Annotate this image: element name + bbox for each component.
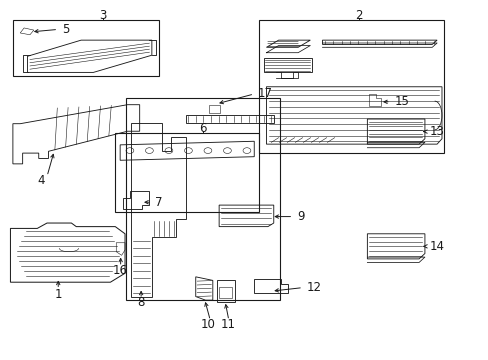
Text: 8: 8 <box>137 296 144 309</box>
Text: 7: 7 <box>155 196 162 209</box>
Bar <box>115 134 259 212</box>
Bar <box>126 98 280 300</box>
Text: 9: 9 <box>297 210 304 223</box>
Text: 5: 5 <box>61 23 69 36</box>
Text: 3: 3 <box>99 9 106 22</box>
Text: 2: 2 <box>355 9 362 22</box>
Text: 6: 6 <box>199 122 206 135</box>
Text: 4: 4 <box>37 174 44 186</box>
Text: 12: 12 <box>306 281 321 294</box>
Text: 15: 15 <box>394 95 409 108</box>
Text: 11: 11 <box>220 318 235 331</box>
Text: 1: 1 <box>54 288 62 301</box>
Text: 14: 14 <box>429 240 444 253</box>
Bar <box>219 287 231 298</box>
Text: 17: 17 <box>257 87 272 100</box>
Text: 10: 10 <box>201 318 215 331</box>
Bar <box>259 21 444 153</box>
Text: 16: 16 <box>113 264 128 277</box>
Text: 13: 13 <box>429 125 444 138</box>
Bar <box>13 21 159 76</box>
